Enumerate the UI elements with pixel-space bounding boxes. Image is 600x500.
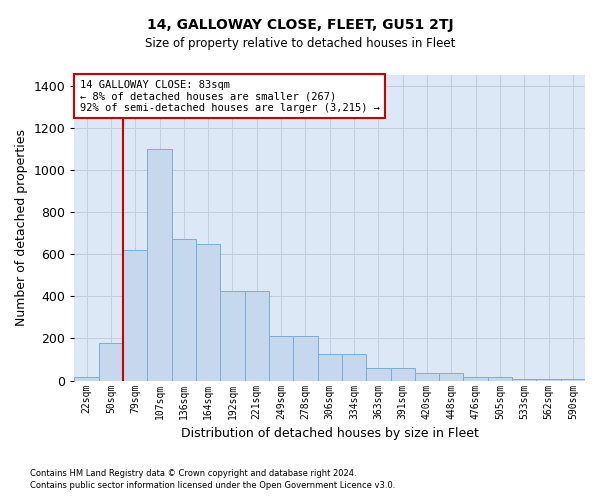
Bar (560, 378, 585, 380)
Bar (196, 244, 220, 380)
Bar (99, 343, 123, 380)
Bar (391, 368, 415, 380)
Bar (488, 377, 512, 380)
Bar (293, 336, 317, 380)
Text: Size of property relative to detached houses in Fleet: Size of property relative to detached ho… (145, 38, 455, 51)
Bar (317, 354, 342, 380)
Bar (463, 377, 488, 380)
Bar (220, 291, 245, 380)
Bar (123, 250, 148, 380)
Bar (439, 374, 463, 380)
Bar (512, 378, 536, 380)
Bar (148, 149, 172, 380)
Y-axis label: Number of detached properties: Number of detached properties (15, 130, 28, 326)
Text: 14, GALLOWAY CLOSE, FLEET, GU51 2TJ: 14, GALLOWAY CLOSE, FLEET, GU51 2TJ (146, 18, 454, 32)
Bar (74, 377, 99, 380)
Bar (245, 291, 269, 380)
Bar (269, 336, 293, 380)
Bar (536, 378, 560, 380)
Bar (366, 368, 391, 380)
Bar (415, 374, 439, 380)
Bar (172, 240, 196, 380)
Text: Contains public sector information licensed under the Open Government Licence v3: Contains public sector information licen… (30, 481, 395, 490)
X-axis label: Distribution of detached houses by size in Fleet: Distribution of detached houses by size … (181, 427, 479, 440)
Text: 14 GALLOWAY CLOSE: 83sqm
← 8% of detached houses are smaller (267)
92% of semi-d: 14 GALLOWAY CLOSE: 83sqm ← 8% of detache… (80, 80, 380, 113)
Text: Contains HM Land Registry data © Crown copyright and database right 2024.: Contains HM Land Registry data © Crown c… (30, 468, 356, 477)
Bar (342, 354, 366, 380)
